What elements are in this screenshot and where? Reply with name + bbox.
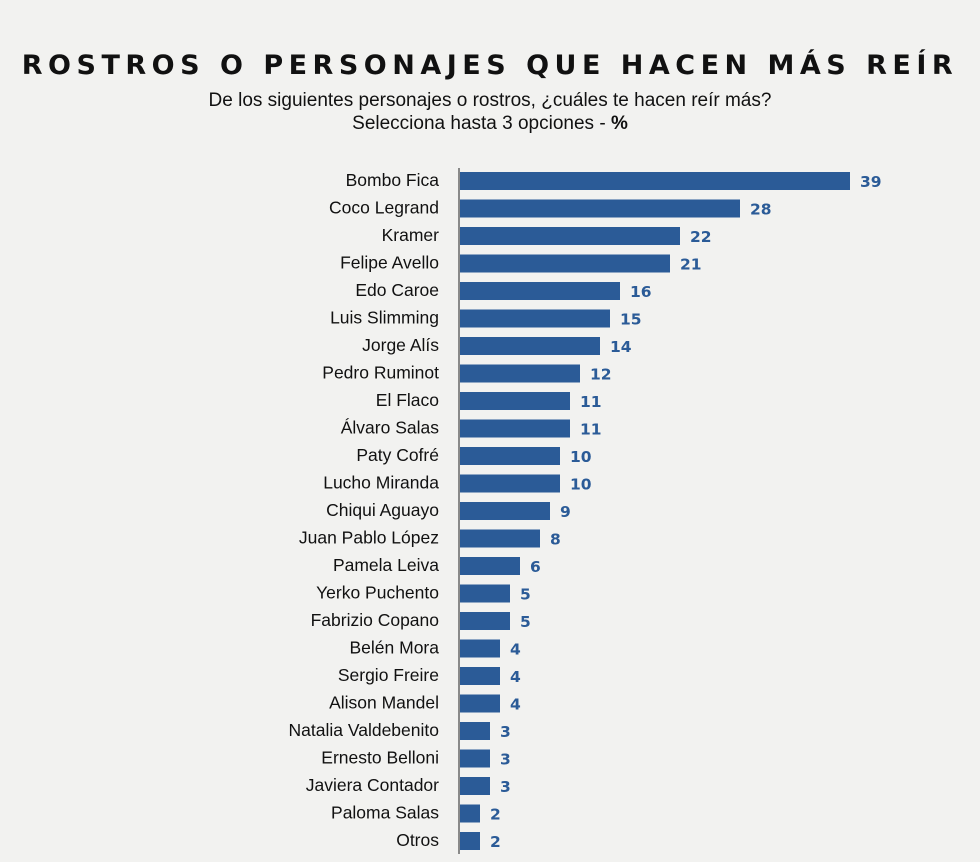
- category-label: Ernesto Belloni: [321, 748, 439, 768]
- category-label: Felipe Avello: [340, 253, 439, 273]
- bar: [460, 639, 500, 658]
- value-label: 21: [680, 256, 702, 274]
- chart-subtitle-line2: Selecciona hasta 3 opciones - %: [0, 113, 980, 135]
- value-label: 10: [570, 476, 592, 494]
- value-label: 11: [580, 421, 602, 439]
- category-label: Luis Slimming: [330, 308, 439, 328]
- bar: [460, 392, 570, 410]
- value-label: 5: [520, 613, 531, 631]
- value-label: 10: [570, 448, 592, 466]
- bar: [460, 254, 670, 273]
- bar: [460, 694, 500, 713]
- category-label: Coco Legrand: [329, 198, 439, 218]
- bar: [460, 557, 520, 575]
- category-label: Belén Mora: [350, 638, 440, 658]
- value-label: 6: [530, 558, 541, 576]
- value-label: 22: [690, 228, 712, 246]
- value-label: 4: [510, 696, 521, 714]
- category-label: Lucho Miranda: [323, 473, 439, 493]
- value-label: 15: [620, 311, 642, 329]
- bar: [460, 419, 570, 438]
- value-label: 3: [500, 778, 511, 796]
- value-label: 16: [630, 283, 652, 301]
- value-label: 9: [560, 503, 571, 521]
- category-label: Paloma Salas: [331, 803, 439, 823]
- category-label: Sergio Freire: [338, 665, 439, 685]
- value-label: 11: [580, 393, 602, 411]
- bar: [460, 199, 740, 218]
- category-label: Paty Cofré: [356, 445, 439, 465]
- value-label: 5: [520, 586, 531, 604]
- category-label: Yerko Puchento: [316, 583, 439, 603]
- bar: [460, 502, 550, 520]
- subtitle-instruction: Selecciona hasta 3 opciones -: [352, 113, 606, 134]
- value-label: 14: [610, 338, 632, 356]
- value-label: 4: [510, 641, 521, 659]
- bar: [460, 832, 480, 850]
- category-label: El Flaco: [376, 390, 439, 410]
- category-label: Fabrizio Copano: [311, 610, 439, 630]
- value-label: 2: [490, 806, 501, 824]
- bar: [460, 309, 610, 328]
- category-label: Jorge Alís: [362, 335, 439, 355]
- value-label: 2: [490, 833, 501, 851]
- bar: [460, 447, 560, 465]
- value-label: 12: [590, 366, 612, 384]
- category-label: Otros: [396, 830, 439, 850]
- category-label: Natalia Valdebenito: [289, 720, 439, 740]
- category-label: Juan Pablo López: [299, 528, 439, 548]
- bar: [460, 667, 500, 685]
- bar: [460, 337, 600, 355]
- bar: [460, 474, 560, 493]
- category-label: Chiqui Aguayo: [326, 500, 439, 520]
- category-label: Edo Caroe: [355, 280, 439, 300]
- value-label: 8: [550, 531, 561, 549]
- bar: [460, 364, 580, 383]
- category-label: Álvaro Salas: [341, 418, 439, 438]
- value-label: 39: [860, 173, 882, 191]
- value-label: 3: [500, 751, 511, 769]
- category-label: Pedro Ruminot: [322, 363, 439, 383]
- bar: [460, 584, 510, 603]
- subtitle-unit: %: [610, 113, 628, 134]
- bar: [460, 722, 490, 740]
- bar: [460, 529, 540, 548]
- bar: [460, 804, 480, 823]
- chart-subtitle: De los siguientes personajes o rostros, …: [208, 90, 772, 111]
- value-label: 3: [500, 723, 511, 741]
- chart-title: ROSTROS O PERSONAJES QUE HACEN MÁS REÍR: [21, 50, 959, 81]
- category-label: Javiera Contador: [306, 775, 439, 795]
- value-label: 28: [750, 201, 772, 219]
- value-label: 4: [510, 668, 521, 686]
- category-label: Bombo Fica: [346, 170, 440, 190]
- category-label: Pamela Leiva: [333, 555, 439, 575]
- bar: [460, 777, 490, 795]
- bar: [460, 282, 620, 300]
- bar: [460, 749, 490, 768]
- bar: [460, 227, 680, 245]
- category-label: Kramer: [382, 225, 440, 245]
- bar: [460, 612, 510, 630]
- category-label: Alison Mandel: [329, 693, 439, 713]
- bar: [460, 172, 850, 190]
